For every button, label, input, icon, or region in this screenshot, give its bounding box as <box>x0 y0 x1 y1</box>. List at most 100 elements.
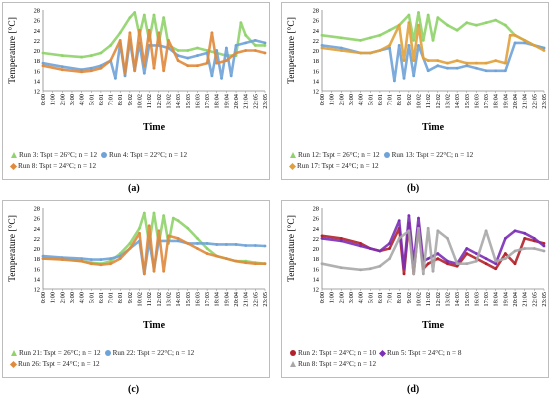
data-point <box>368 247 372 250</box>
data-point <box>503 23 507 27</box>
x-tick-label: 6:01 <box>98 94 105 105</box>
x-tick-label: 4:00 <box>79 292 86 303</box>
data-point <box>186 226 190 230</box>
data-point <box>359 242 363 245</box>
data-point <box>128 31 132 35</box>
y-axis-title: Temperature [°C] <box>7 17 18 84</box>
legend-label: Run 2: Tspt = 24°C; n = 10 <box>298 349 377 357</box>
x-tick-label: 9:02 <box>406 94 413 105</box>
data-point <box>378 249 382 253</box>
legend-diamond-marker <box>288 162 297 170</box>
data-point <box>176 219 180 223</box>
y-tick-label: 12 <box>313 287 319 294</box>
data-point <box>484 262 488 266</box>
data-point <box>196 46 199 50</box>
data-point <box>523 236 527 240</box>
data-point <box>118 38 122 42</box>
data-point <box>123 74 127 78</box>
data-point <box>532 236 536 240</box>
data-point <box>446 61 449 65</box>
legend-label: Run 17: Tspt = 24°C; n = 12 <box>297 162 379 170</box>
x-tick-label: 6:01 <box>98 292 105 303</box>
x-tick-label: 12:02 <box>156 292 163 307</box>
data-point <box>215 243 219 246</box>
y-tick-label: 22 <box>34 236 40 243</box>
chart-panel-c: 12 14 16 18 20 22 24 26 28 0:00 1:00 2:00 3:00 4:00 5:… <box>2 200 270 378</box>
data-point <box>402 267 406 271</box>
x-tick-label: 21:04 <box>243 291 250 306</box>
x-tick-label: 20:04 <box>512 291 519 306</box>
data-point <box>41 64 45 68</box>
x-tick-label: 2:00 <box>59 94 66 105</box>
data-point <box>412 38 416 42</box>
legend-item: Run 17: Tspt = 24°C; n = 12 <box>288 162 379 170</box>
data-point <box>359 38 363 42</box>
chart-panel-d: 12 14 16 18 20 22 24 26 28 0:00 1:00 2:00 3:00 4:00 5:… <box>281 200 549 378</box>
x-tick-label: 0:00 <box>319 292 326 303</box>
data-point <box>113 76 117 80</box>
x-tick-label: 7:01 <box>387 292 394 303</box>
x-tick-label: 13:02 <box>165 94 172 109</box>
data-point <box>465 64 469 68</box>
data-point <box>426 257 430 261</box>
legend-a: Run 3: Tspt = 26°C; n = 12 Run 4: Tspt = … <box>9 150 187 172</box>
data-point <box>186 56 190 60</box>
legend-item: Run 12: Tspt = 26°C; n = 12 <box>290 151 380 159</box>
x-tick-label: 22:05 <box>531 292 538 307</box>
legend-b: Run 12: Tspt = 26°C; n = 12 Run 13: Tspt … <box>288 150 473 172</box>
data-point <box>417 226 420 230</box>
data-point <box>446 23 449 27</box>
data-point <box>494 18 498 22</box>
data-point <box>224 46 228 50</box>
x-tick-label: 3:00 <box>69 94 76 105</box>
x-tick-label: 15:03 <box>464 94 471 109</box>
legend-circle-marker <box>290 350 296 357</box>
x-tick-label: 10:02 <box>416 94 423 109</box>
y-tick-label: 24 <box>34 28 41 35</box>
x-tick-label: 19:04 <box>502 93 509 108</box>
data-point <box>142 272 146 276</box>
x-tick-label: 4:00 <box>358 94 365 105</box>
data-point <box>378 264 382 268</box>
data-point <box>532 247 536 250</box>
x-tick-label: 15:03 <box>185 94 192 109</box>
x-axis-title: Time <box>143 320 166 331</box>
x-tick-label: 1:00 <box>50 292 57 303</box>
x-tick-label: 15:03 <box>464 292 471 307</box>
data-point <box>147 28 151 32</box>
data-point <box>109 262 112 266</box>
x-tick-label: 0:00 <box>40 94 47 105</box>
x-tick-label: 9:02 <box>127 292 134 303</box>
x-tick-label: 13:02 <box>444 94 451 109</box>
legend-diamond-marker <box>379 349 387 357</box>
data-point <box>320 234 324 238</box>
x-tick-label: 5:01 <box>88 94 95 105</box>
x-tick-label: 3:00 <box>348 292 355 303</box>
data-point <box>407 21 411 25</box>
data-point <box>205 252 209 255</box>
data-point <box>426 69 430 73</box>
x-tick-label: 19:04 <box>502 291 509 306</box>
data-point <box>220 76 223 80</box>
data-point <box>215 254 219 258</box>
y-tick-label: 24 <box>34 226 41 233</box>
x-tick-label: 23:05 <box>262 292 269 307</box>
x-tick-label: 17:03 <box>483 292 490 307</box>
data-point <box>465 61 469 65</box>
data-point <box>229 74 233 78</box>
data-point <box>80 257 84 261</box>
legend-row: Run 8: Tspt = 24°C; n = 12 <box>9 161 187 172</box>
data-point <box>339 49 343 52</box>
x-tick-label: 23:05 <box>262 94 269 109</box>
data-point <box>109 257 112 261</box>
legend-circle-marker <box>104 350 111 357</box>
data-point <box>523 38 527 42</box>
data-point <box>503 236 507 240</box>
legend-triangle-marker <box>11 152 17 159</box>
data-point <box>109 259 112 263</box>
y-tick-label: 16 <box>34 68 40 75</box>
y-tick-label: 12 <box>34 287 40 294</box>
y-tick-label: 28 <box>34 8 40 15</box>
data-point <box>359 244 363 248</box>
x-tick-label: 11:02 <box>425 94 432 108</box>
